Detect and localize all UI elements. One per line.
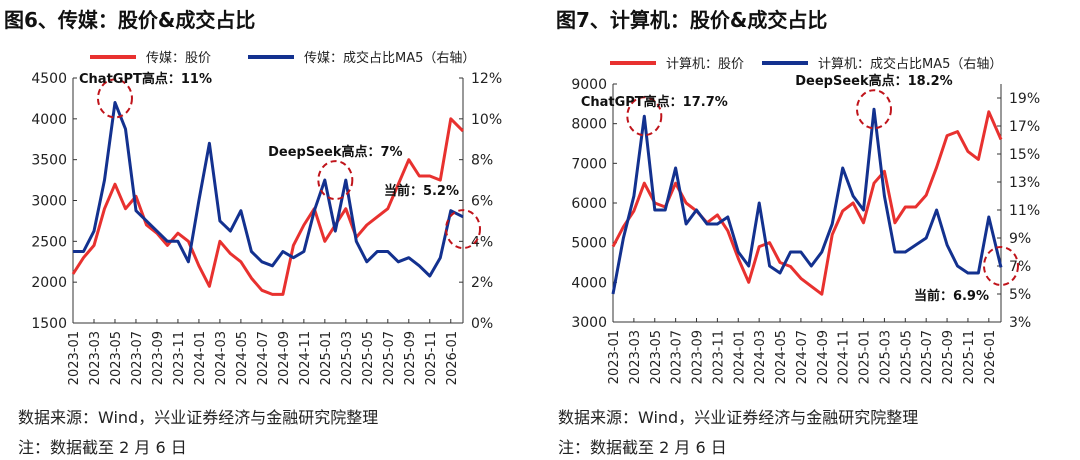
chart-title-computer: 图7、计算机：股价&成交占比 — [556, 8, 828, 32]
turnover-line — [611, 107, 1003, 295]
left-tick-label: 3000 — [31, 194, 67, 210]
x-tick-label: 2025-09 — [941, 330, 956, 384]
annotation-circle — [983, 246, 1019, 286]
chart-computer: 3000 4000 5000 6000 7000 8000 9000 3% 5% 7% 9% 11% 1… — [571, 56, 1040, 384]
x-tick-label: 2024-07 — [795, 330, 810, 384]
annotation-circle — [626, 96, 663, 137]
x-tick-label: 2023-05 — [649, 330, 664, 384]
x-tick-label: 2026-01 — [983, 330, 998, 384]
right-tick-label: 8% — [471, 153, 493, 169]
x-tick-label: 2024-11 — [837, 330, 852, 384]
x-tick-label: 2023-09 — [151, 331, 166, 385]
x-tick-label: 2025-09 — [403, 331, 418, 385]
legend-label: 传媒：成交占比MA5（右轴） — [304, 50, 475, 66]
right-tick-label: 5% — [1009, 287, 1031, 303]
left-tick-label: 2000 — [31, 275, 67, 291]
source-note-right: 数据来源：Wind，兴业证券经济与金融研究院整理 — [558, 408, 919, 427]
annotation-circle — [317, 160, 354, 201]
x-tick-label: 2024-01 — [732, 330, 747, 384]
annotation-label: 当前：6.9% — [914, 288, 989, 304]
left-tick-label: 6000 — [571, 196, 607, 212]
right-tick-label: 3% — [1009, 315, 1031, 331]
annotation-circle — [445, 209, 481, 250]
left-tick-label: 4500 — [31, 71, 67, 87]
date-note-right: 注：数据截至 2 月 6 日 — [558, 438, 727, 457]
x-tick-label: 2024-09 — [277, 331, 292, 385]
x-tick-label: 2024-05 — [774, 330, 789, 384]
annotation-label: 当前：5.2% — [384, 183, 459, 199]
left-tick-label: 2500 — [31, 234, 67, 250]
left-tick-label: 7000 — [571, 156, 607, 172]
x-tick-label: 2024-11 — [298, 331, 313, 385]
chart-media: 1500 2000 2500 3000 3500 4000 4500 0% 2% 4% 6% 8% 10… — [31, 50, 502, 385]
left-tick-label: 9000 — [571, 77, 607, 93]
chart-title-media: 图6、传媒：股价&成交占比 — [4, 8, 256, 32]
legend-label: 计算机：股价 — [666, 57, 744, 72]
right-tick-label: 6% — [471, 194, 493, 210]
x-tick-label: 2024-05 — [235, 331, 250, 385]
x-tick-label: 2024-03 — [753, 330, 768, 384]
right-tick-label: 12% — [471, 71, 502, 87]
right-tick-label: 0% — [471, 316, 493, 332]
left-tick-label: 8000 — [571, 117, 607, 133]
x-tick-label: 2025-01 — [319, 331, 334, 385]
x-tick-label: 2023-05 — [109, 331, 124, 385]
right-tick-label: 4% — [471, 234, 493, 250]
x-tick-label: 2025-07 — [920, 330, 935, 384]
x-tick-label: 2024-07 — [256, 331, 271, 385]
x-tick-label: 2023-03 — [628, 330, 643, 384]
left-tick-label: 1500 — [31, 316, 67, 332]
turnover-line — [73, 101, 464, 278]
right-tick-label: 11% — [1009, 203, 1040, 219]
source-note-left: 数据来源：Wind，兴业证券经济与金融研究院整理 — [18, 408, 379, 427]
x-tick-label: 2025-07 — [382, 331, 397, 385]
annotation-label: ChatGPT高点：11% — [79, 71, 212, 87]
x-tick-label: 2025-03 — [878, 330, 893, 384]
x-tick-label: 2025-01 — [858, 330, 873, 384]
right-tick-label: 9% — [1009, 231, 1031, 247]
x-tick-label: 2026-01 — [445, 331, 460, 385]
annotation-label: DeepSeek高点：7% — [268, 144, 402, 160]
price-line — [611, 110, 1003, 296]
left-tick-label: 5000 — [571, 236, 607, 252]
price-line — [71, 117, 465, 296]
right-tick-label: 15% — [1009, 147, 1040, 163]
x-tick-label: 2023-01 — [607, 330, 622, 384]
x-tick-label: 2024-09 — [816, 330, 831, 384]
x-tick-label: 2023-07 — [670, 330, 685, 384]
x-tick-label: 2023-03 — [88, 331, 103, 385]
right-tick-label: 17% — [1009, 119, 1040, 135]
x-tick-label: 2023-11 — [172, 331, 187, 385]
left-tick-label: 3500 — [31, 153, 67, 169]
x-tick-label: 2024-03 — [214, 331, 229, 385]
annotation-label: ChatGPT高点：17.7% — [581, 94, 728, 110]
x-tick-label: 2025-05 — [361, 331, 376, 385]
x-tick-label: 2023-01 — [67, 331, 82, 385]
right-tick-label: 10% — [471, 112, 502, 128]
annotation-circle — [96, 78, 133, 119]
x-tick-label: 2025-05 — [899, 330, 914, 384]
left-tick-label: 4000 — [31, 112, 67, 128]
x-tick-label: 2025-03 — [340, 331, 355, 385]
date-note-left: 注：数据截至 2 月 6 日 — [18, 438, 187, 457]
x-tick-label: 2025-11 — [424, 331, 439, 385]
right-tick-label: 13% — [1009, 175, 1040, 191]
annotation-circle — [855, 89, 892, 130]
right-tick-label: 19% — [1009, 91, 1040, 107]
legend-label: 计算机：成交占比MA5（右轴） — [818, 56, 1002, 72]
right-tick-label: 7% — [1009, 259, 1031, 275]
legend-label: 传媒：股价 — [146, 51, 211, 66]
x-tick-label: 2023-09 — [691, 330, 706, 384]
x-tick-label: 2023-07 — [130, 331, 145, 385]
left-tick-label: 3000 — [571, 315, 607, 331]
x-tick-label: 2025-11 — [962, 330, 977, 384]
right-tick-label: 2% — [471, 275, 493, 291]
annotation-label: DeepSeek高点：18.2% — [795, 73, 952, 89]
left-tick-label: 4000 — [571, 275, 607, 291]
x-tick-label: 2023-11 — [711, 330, 726, 384]
x-tick-label: 2024-01 — [193, 331, 208, 385]
